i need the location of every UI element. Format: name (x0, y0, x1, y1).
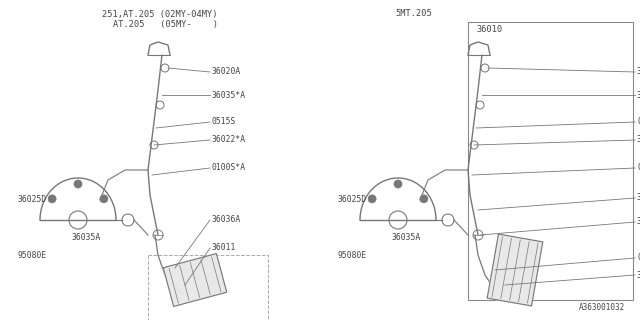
Text: 36035A: 36035A (392, 234, 421, 243)
Text: 36025D: 36025D (338, 196, 367, 204)
Bar (148, 255, 268, 320)
Circle shape (100, 195, 108, 203)
Text: 36035*A: 36035*A (637, 91, 640, 100)
Text: 36020A: 36020A (212, 68, 241, 76)
Polygon shape (163, 253, 227, 307)
Text: 251,AT.205 (02MY-04MY): 251,AT.205 (02MY-04MY) (102, 10, 218, 19)
Text: 36010: 36010 (477, 26, 503, 35)
Polygon shape (487, 234, 543, 306)
Text: 95080E: 95080E (338, 251, 367, 260)
Text: 36020A: 36020A (637, 68, 640, 76)
Text: 0515S: 0515S (212, 117, 236, 126)
Circle shape (368, 195, 376, 203)
Circle shape (74, 180, 82, 188)
Text: AT.205   (05MY-    ): AT.205 (05MY- ) (92, 20, 218, 29)
Text: 5MT.205: 5MT.205 (395, 10, 432, 19)
Circle shape (48, 195, 56, 203)
Text: 36022*A: 36022*A (212, 135, 246, 145)
Text: 36036A: 36036A (212, 215, 241, 225)
Text: 36023: 36023 (637, 270, 640, 279)
Text: 0100S*A: 0100S*A (637, 164, 640, 172)
Circle shape (420, 195, 428, 203)
Bar (468, 22, 633, 300)
Text: 36036A: 36036A (637, 194, 640, 203)
Circle shape (394, 180, 402, 188)
Text: 36022*A: 36022*A (637, 135, 640, 145)
Text: 0100S*A: 0100S*A (212, 164, 246, 172)
Text: 36011: 36011 (212, 244, 236, 252)
Text: A363001032: A363001032 (579, 303, 625, 313)
Text: 0515S: 0515S (637, 117, 640, 126)
Text: 36035*A: 36035*A (212, 91, 246, 100)
Text: 95080E: 95080E (18, 251, 47, 260)
Text: 0519S: 0519S (637, 253, 640, 262)
Text: 36025D: 36025D (18, 196, 47, 204)
Text: 36035A: 36035A (72, 234, 101, 243)
Text: 36036C: 36036C (637, 218, 640, 227)
